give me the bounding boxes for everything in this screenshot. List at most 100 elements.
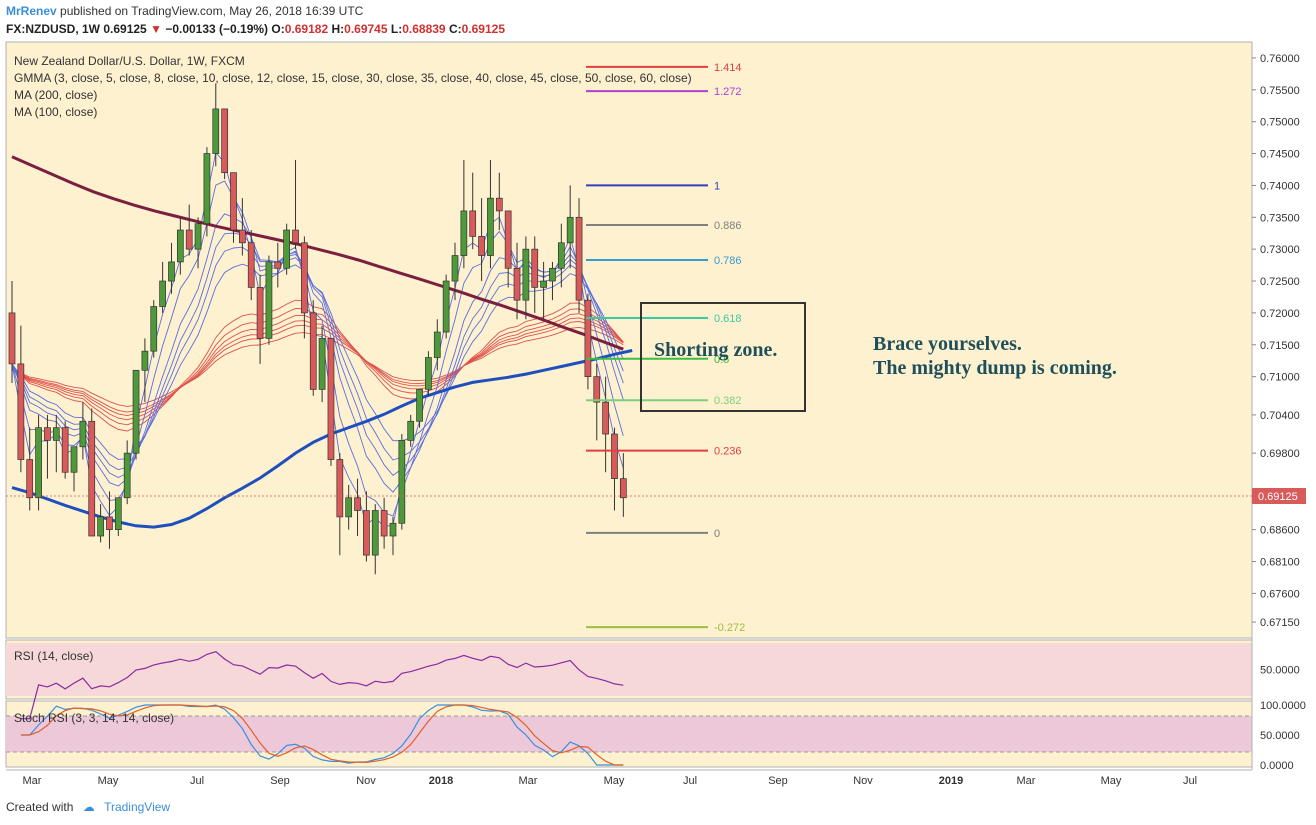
time-tick-label: May bbox=[1101, 775, 1122, 787]
fib-levels: 1.414 1.272 1 0.886 0.786 0.618 0.5 0.382 0.236 0… bbox=[586, 62, 745, 634]
note-line-1: Brace yourselves. bbox=[873, 333, 1022, 355]
stoch-axis-ticks: 100.0000 50.0000 0.0000 bbox=[1260, 700, 1306, 772]
candle-body bbox=[398, 440, 406, 524]
candle-body bbox=[26, 459, 34, 499]
rsi-tick-label: 50.0000 bbox=[1260, 665, 1300, 677]
gmma-short-ema bbox=[11, 180, 624, 517]
time-tick-label: Jul bbox=[1183, 775, 1197, 787]
rsi-label: RSI (14, close) bbox=[14, 649, 93, 663]
price-tick-label: 0.71000 bbox=[1260, 372, 1300, 384]
fib-label: 0.786 bbox=[714, 255, 742, 267]
candle-body bbox=[416, 389, 423, 422]
rsi-series bbox=[20, 651, 624, 720]
candle-body bbox=[371, 510, 379, 556]
low-value: 0.68839 bbox=[402, 22, 446, 36]
publish-text: published on TradingView.com, May 26, 20… bbox=[60, 4, 364, 18]
price-tick-label: 0.72500 bbox=[1260, 276, 1300, 288]
price-tick-label: 0.68100 bbox=[1260, 557, 1300, 569]
stoch-d-line bbox=[20, 704, 624, 766]
candle-body bbox=[35, 427, 42, 499]
gmma-long-ema bbox=[11, 321, 624, 413]
gmma-long-ema bbox=[11, 299, 624, 432]
candle-body bbox=[203, 153, 211, 225]
fib-label: 0.5 bbox=[714, 354, 729, 366]
candle-body bbox=[593, 376, 601, 403]
candle-body bbox=[230, 172, 237, 231]
candle-body bbox=[265, 261, 273, 339]
candle-body bbox=[478, 236, 485, 256]
candle-body bbox=[549, 267, 556, 282]
candle-body bbox=[17, 363, 25, 460]
candle-body bbox=[531, 248, 539, 288]
gmma-legend: GMMA (3, close, 5, close, 8, close, 10, … bbox=[14, 71, 692, 85]
created-with-text: Created with bbox=[6, 800, 74, 814]
candle-body bbox=[97, 516, 104, 537]
shorting-zone-box[interactable] bbox=[640, 302, 806, 412]
fib-label: 1 bbox=[714, 180, 720, 192]
main-pane[interactable] bbox=[5, 41, 1253, 639]
price-tick-label: 0.72000 bbox=[1260, 308, 1300, 320]
symbol-ohlc-bar: FX:NZDUSD, 1W 0.69125 ▼ −0.00133 (−0.19%… bbox=[6, 22, 505, 36]
candle-body bbox=[557, 242, 565, 269]
ma200-line bbox=[11, 155, 624, 351]
price-tick-label: 0.74500 bbox=[1260, 149, 1300, 161]
candle-body bbox=[212, 108, 220, 154]
price-tick-label: 0.67600 bbox=[1260, 588, 1300, 600]
down-arrow-icon: ▼ bbox=[150, 22, 162, 36]
fib-label: -0.272 bbox=[714, 622, 745, 634]
rsi-axis-ticks: 50.0000 bbox=[1260, 665, 1300, 677]
candle-body bbox=[354, 497, 361, 511]
stoch-tick-label: 50.0000 bbox=[1260, 730, 1300, 742]
price-tick-label: 0.67150 bbox=[1260, 617, 1300, 629]
time-tick-label: May bbox=[98, 775, 119, 787]
change-value: −0.00133 (−0.19%) bbox=[165, 22, 269, 36]
candle-body bbox=[451, 255, 459, 282]
candle-body bbox=[168, 261, 175, 282]
candle-body bbox=[584, 299, 592, 378]
time-tick-label: May bbox=[604, 775, 625, 787]
open-value: 0.69182 bbox=[284, 22, 329, 36]
candle-body bbox=[8, 312, 16, 365]
ma100-legend: MA (100, close) bbox=[14, 105, 97, 119]
candle-body bbox=[318, 338, 326, 390]
candle-body bbox=[602, 401, 609, 435]
fib-label: 0.618 bbox=[714, 313, 742, 325]
candle-body bbox=[247, 242, 255, 288]
candle-body bbox=[487, 197, 494, 256]
candle-body bbox=[327, 338, 335, 460]
stoch-k-line bbox=[20, 704, 624, 766]
time-tick-label: 2019 bbox=[939, 775, 963, 787]
stoch-tick-label: 0.0000 bbox=[1260, 760, 1294, 772]
candle-body bbox=[114, 497, 122, 530]
stoch-series bbox=[20, 704, 624, 766]
gmma-long-ema bbox=[11, 313, 624, 421]
author-link[interactable]: MrRenev bbox=[6, 4, 57, 18]
price-chart[interactable]: 1.414 1.272 1 0.886 0.786 0.618 0.5 0.382 0.236 0… bbox=[0, 0, 1316, 800]
gmma-long-lines bbox=[11, 299, 624, 432]
candle-body bbox=[292, 229, 299, 244]
time-tick-label: Sep bbox=[768, 775, 788, 787]
note-line-2: The mighty dump is coming. bbox=[873, 357, 1117, 379]
close-value: 0.69125 bbox=[461, 22, 506, 36]
candle-body bbox=[442, 280, 450, 333]
time-tick-label: Jul bbox=[190, 775, 204, 787]
ma200-legend: MA (200, close) bbox=[14, 88, 97, 102]
tradingview-cloud-icon: ☁ bbox=[82, 800, 95, 814]
time-tick-label: Jul bbox=[683, 775, 697, 787]
price-tick-label: 0.75000 bbox=[1260, 117, 1300, 129]
gmma-long-ema bbox=[11, 326, 624, 407]
tradingview-link[interactable]: TradingView bbox=[104, 800, 171, 814]
price-tick-label: 0.68600 bbox=[1260, 525, 1300, 537]
gmma-short-ema bbox=[11, 232, 624, 479]
price-tick-label: 0.74000 bbox=[1260, 180, 1300, 192]
candle-body bbox=[540, 280, 547, 288]
candle-body bbox=[88, 420, 96, 537]
candle-body bbox=[504, 210, 512, 269]
candle-body bbox=[185, 229, 193, 250]
gmma-long-ema bbox=[11, 308, 624, 426]
gmma-short-ema bbox=[11, 213, 624, 493]
price-badge-text: 0.69125 bbox=[1258, 491, 1298, 503]
candle-body bbox=[274, 261, 282, 269]
price-tick-label: 0.71500 bbox=[1260, 340, 1300, 352]
candle-body bbox=[256, 287, 264, 339]
